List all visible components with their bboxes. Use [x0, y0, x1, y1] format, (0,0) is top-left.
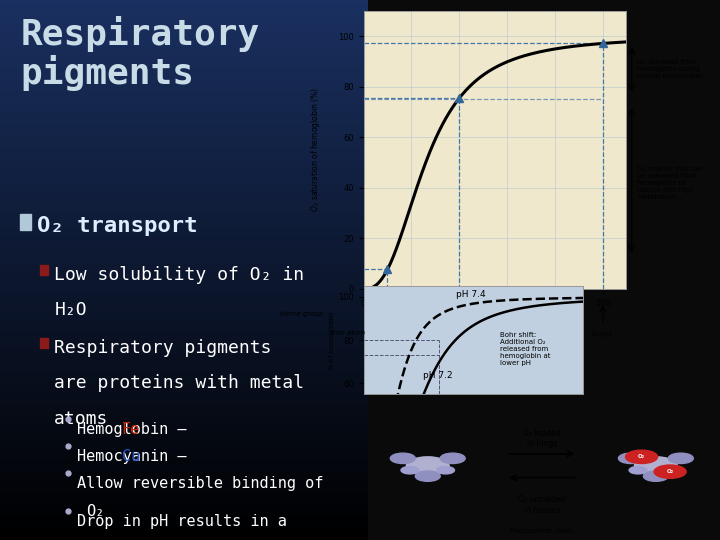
Bar — [20, 214, 31, 230]
Text: pH 7.4: pH 7.4 — [456, 290, 485, 299]
Text: Hemoglobin –: Hemoglobin – — [77, 422, 196, 437]
Bar — [40, 265, 48, 275]
Circle shape — [654, 465, 686, 478]
Text: atoms: atoms — [54, 410, 109, 428]
Y-axis label: $\%$ of hemoglobin: $\%$ of hemoglobin — [327, 310, 337, 370]
Text: Respiratory
pigments: Respiratory pigments — [20, 16, 259, 91]
Circle shape — [390, 453, 415, 463]
Bar — [40, 338, 48, 348]
Text: Low solubility of O₂ in: Low solubility of O₂ in — [54, 266, 305, 284]
Circle shape — [629, 467, 647, 474]
Text: Tissues
during
exercise: Tissues during exercise — [373, 330, 402, 350]
Circle shape — [436, 467, 454, 474]
Text: O₂ unloaded
in tissues: O₂ unloaded in tissues — [518, 496, 565, 515]
Circle shape — [406, 457, 449, 475]
Text: O₂ reserve that can
be unloaded from
hemoglobin to
tissues with high
metabolism: O₂ reserve that can be unloaded from hem… — [637, 166, 702, 200]
Text: O₂ transport: O₂ transport — [37, 216, 197, 236]
Text: Respiratory pigments: Respiratory pigments — [54, 339, 272, 356]
Text: Tissues
at rest: Tissues at rest — [445, 330, 471, 343]
Text: H₂O: H₂O — [54, 301, 87, 319]
Circle shape — [440, 453, 465, 463]
Circle shape — [634, 457, 678, 475]
Text: Iron atom: Iron atom — [330, 330, 365, 336]
Text: Allow reversible binding of: Allow reversible binding of — [77, 476, 323, 491]
Y-axis label: $O_2$ saturation of hemoglobin (%): $O_2$ saturation of hemoglobin (%) — [309, 87, 322, 212]
Circle shape — [644, 471, 668, 481]
Text: Heme group: Heme group — [280, 312, 324, 318]
X-axis label: $F_{O_2}$ (mm Hg): $F_{O_2}$ (mm Hg) — [468, 309, 522, 322]
Circle shape — [618, 453, 644, 463]
Text: O₂: O₂ — [86, 504, 104, 519]
Circle shape — [626, 450, 657, 463]
Text: O₂: O₂ — [667, 469, 674, 474]
Text: Hemocyanin –: Hemocyanin – — [77, 449, 196, 464]
Circle shape — [401, 467, 419, 474]
Text: O₂ unloaded from
hemoglobin during
normal metabolism: O₂ unloaded from hemoglobin during norma… — [637, 59, 702, 79]
Text: Bohr shift:
Additional O₂
released from
hemoglobin at
lower pH: Bohr shift: Additional O₂ released from … — [500, 332, 550, 366]
Text: Polypeptide chain: Polypeptide chain — [510, 528, 573, 534]
Circle shape — [415, 471, 440, 481]
Text: Drop in pH results in a: Drop in pH results in a — [77, 514, 287, 529]
Text: O₂ loaded
in lungs: O₂ loaded in lungs — [523, 429, 560, 448]
Text: Cu: Cu — [122, 449, 140, 464]
Text: Fe: Fe — [122, 422, 140, 437]
Text: pH 7.2: pH 7.2 — [423, 371, 452, 380]
Circle shape — [668, 453, 693, 463]
Circle shape — [665, 467, 683, 474]
Text: O₂: O₂ — [638, 454, 645, 460]
Text: are proteins with metal: are proteins with metal — [54, 374, 305, 392]
Text: Lungs: Lungs — [593, 330, 613, 336]
